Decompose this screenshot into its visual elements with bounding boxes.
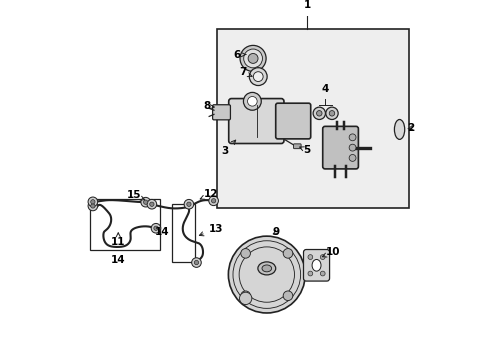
FancyBboxPatch shape (228, 99, 284, 144)
Circle shape (151, 224, 161, 233)
Circle shape (240, 291, 250, 301)
Circle shape (143, 200, 147, 204)
Text: 1: 1 (303, 0, 310, 10)
Text: 13: 13 (199, 224, 223, 236)
Circle shape (149, 202, 154, 206)
Text: 4: 4 (321, 84, 328, 94)
Circle shape (184, 199, 193, 209)
Circle shape (154, 226, 158, 230)
Text: 15: 15 (126, 190, 144, 200)
Circle shape (239, 292, 251, 305)
Circle shape (312, 107, 325, 120)
Text: 5: 5 (299, 145, 310, 156)
FancyBboxPatch shape (303, 249, 329, 281)
Circle shape (348, 154, 355, 161)
Circle shape (88, 201, 98, 211)
Text: 9: 9 (272, 228, 279, 237)
Circle shape (240, 248, 250, 258)
Circle shape (283, 291, 292, 301)
Circle shape (243, 93, 261, 110)
Text: 10: 10 (322, 247, 340, 257)
Circle shape (141, 197, 150, 207)
Ellipse shape (394, 120, 404, 139)
Ellipse shape (311, 260, 320, 271)
Text: 2: 2 (407, 123, 414, 133)
Circle shape (186, 202, 191, 206)
Circle shape (307, 271, 312, 276)
Bar (172, 203, 194, 262)
Bar (90, 199, 160, 249)
Circle shape (240, 45, 265, 72)
Circle shape (194, 260, 198, 265)
Bar (217, 29, 408, 208)
Circle shape (307, 255, 312, 260)
Circle shape (247, 54, 258, 63)
Circle shape (208, 196, 218, 206)
Text: 6: 6 (233, 50, 245, 60)
Circle shape (90, 204, 95, 208)
Circle shape (320, 255, 325, 260)
FancyBboxPatch shape (293, 144, 301, 149)
Circle shape (147, 199, 156, 209)
Text: 12: 12 (200, 189, 218, 199)
Circle shape (348, 144, 355, 151)
Circle shape (191, 258, 201, 267)
Circle shape (348, 134, 355, 141)
Ellipse shape (257, 262, 275, 275)
Circle shape (211, 199, 215, 203)
Circle shape (90, 200, 95, 204)
Text: 11: 11 (111, 233, 125, 247)
Circle shape (228, 236, 305, 313)
FancyBboxPatch shape (322, 126, 358, 169)
Text: 14: 14 (154, 228, 169, 237)
Text: 14: 14 (111, 255, 125, 265)
Text: 7: 7 (238, 67, 251, 77)
Text: 8: 8 (203, 102, 214, 112)
Ellipse shape (262, 265, 271, 272)
FancyBboxPatch shape (212, 105, 230, 120)
Circle shape (247, 96, 257, 106)
Circle shape (283, 248, 292, 258)
Circle shape (253, 72, 263, 81)
Circle shape (243, 49, 262, 68)
Circle shape (88, 197, 98, 207)
Circle shape (316, 111, 322, 116)
Circle shape (325, 107, 338, 120)
Text: 3: 3 (222, 140, 235, 156)
Circle shape (249, 68, 266, 86)
Circle shape (320, 271, 325, 276)
FancyBboxPatch shape (275, 103, 310, 139)
Circle shape (328, 111, 334, 116)
